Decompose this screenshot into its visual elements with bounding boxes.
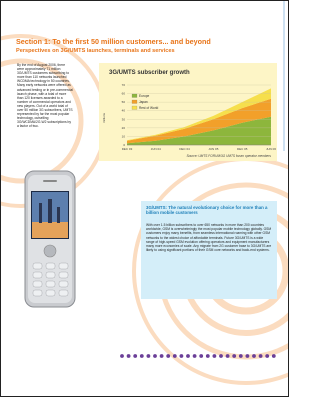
- y-tick-label: 10: [122, 134, 126, 138]
- dot: [213, 354, 217, 358]
- dot: [239, 354, 243, 358]
- dot: [226, 354, 230, 358]
- phone: [25, 171, 75, 307]
- dot: [246, 354, 250, 358]
- dot: [133, 354, 137, 358]
- y-tick-label: 70: [122, 83, 126, 87]
- page: Section 1: To the first 50 million custo…: [0, 0, 289, 397]
- y-axis-label: millions: [102, 113, 106, 124]
- legend-swatch: [132, 100, 137, 104]
- dot: [186, 354, 190, 358]
- chart-title: 3G/UMTS subscriber growth: [109, 70, 190, 76]
- section-subtitle: Perspectives on 3G/UMTS launches, termin…: [16, 48, 175, 54]
- x-tick-label: DEC 05: [237, 147, 248, 151]
- dot: [252, 354, 256, 358]
- dot: [272, 354, 276, 358]
- callout-title: 3G/UMTS: The natural evolutionary choice…: [146, 205, 272, 216]
- dot: [140, 354, 144, 358]
- dot: [153, 354, 157, 358]
- dot: [259, 354, 263, 358]
- legend-label: Rest of World: [139, 106, 158, 110]
- y-tick-label: 60: [122, 92, 126, 96]
- dot: [173, 354, 177, 358]
- x-tick-label: DEC 04: [179, 147, 190, 151]
- dot: [166, 354, 170, 358]
- legend-swatch: [132, 94, 137, 98]
- y-tick-label: 20: [122, 126, 126, 130]
- x-tick-label: DEC 03: [122, 147, 133, 151]
- dot: [160, 354, 164, 358]
- y-tick-label: 50: [122, 100, 126, 104]
- decoration: [1, 1, 288, 396]
- dot: [219, 354, 223, 358]
- chart: 3G/UMTS subscriber growth millions Sourc…: [99, 63, 277, 161]
- dot: [120, 354, 124, 358]
- dot: [199, 354, 203, 358]
- legend-swatch: [132, 106, 137, 110]
- x-tick-label: JUN 04: [151, 147, 161, 151]
- chart-source: Source: UMTS FORUM/3G UMTS forum operato…: [187, 154, 272, 158]
- y-tick-label: 40: [122, 109, 126, 113]
- callout-body: With over 1.5 billion subscribers to ove…: [146, 223, 272, 252]
- y-tick-label: 30: [122, 117, 126, 121]
- dot: [265, 354, 269, 358]
- dot: [180, 354, 184, 358]
- intro-text: By the end of August 2006, there were ap…: [17, 63, 73, 129]
- legend-label: Europe: [139, 94, 150, 98]
- x-tick-label: JUN 06: [266, 147, 276, 151]
- dot: [127, 354, 131, 358]
- dot: [206, 354, 210, 358]
- legend-label: Japan: [139, 100, 148, 104]
- dot: [232, 354, 236, 358]
- x-tick-label: JUN 05: [208, 147, 218, 151]
- dot: [193, 354, 197, 358]
- dot: [147, 354, 151, 358]
- section-title: Section 1: To the first 50 million custo…: [16, 37, 211, 46]
